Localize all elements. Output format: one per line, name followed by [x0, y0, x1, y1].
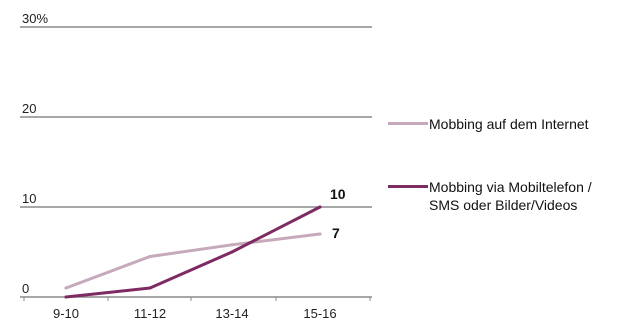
- legend-label-mobile: Mobbing via Mobiltelefon / SMS oder Bild…: [429, 179, 592, 213]
- data-label-1: 7: [332, 225, 340, 241]
- y-tick-label-0: 0: [22, 281, 29, 296]
- data-point-1-3: [318, 205, 322, 209]
- x-tick-label-3: 15-16: [303, 306, 336, 321]
- data-point-0-0: [64, 286, 68, 290]
- legend-swatch-internet: [388, 122, 428, 125]
- series: [64, 205, 322, 299]
- gridlines: [20, 26, 372, 208]
- y-tick-label-3: 30%: [22, 11, 48, 26]
- data-point-0-2: [230, 243, 234, 247]
- x-tick-label-0: 9-10: [53, 306, 79, 321]
- data-point-0-3: [318, 232, 322, 236]
- data-point-1-1: [148, 286, 152, 290]
- x-tick-label-2: 13-14: [215, 306, 248, 321]
- y-tick-label-2: 20: [22, 101, 36, 116]
- data-point-0-1: [148, 255, 152, 258]
- x-tick-label-1: 11-12: [134, 306, 166, 321]
- data-label-0: 10: [330, 186, 346, 202]
- data-point-1-0: [64, 295, 68, 299]
- legend-swatch-mobile: [388, 185, 428, 188]
- data-point-1-2: [230, 250, 234, 254]
- legend-label-internet: Mobbing auf dem Internet: [429, 116, 589, 132]
- y-tick-label-1: 10: [22, 191, 36, 206]
- series-line-0: [64, 232, 322, 290]
- labels: 0 10 20 30% 9-10 11-12 13-14 15-16 10 7: [22, 11, 346, 321]
- series-line-1: [64, 205, 322, 299]
